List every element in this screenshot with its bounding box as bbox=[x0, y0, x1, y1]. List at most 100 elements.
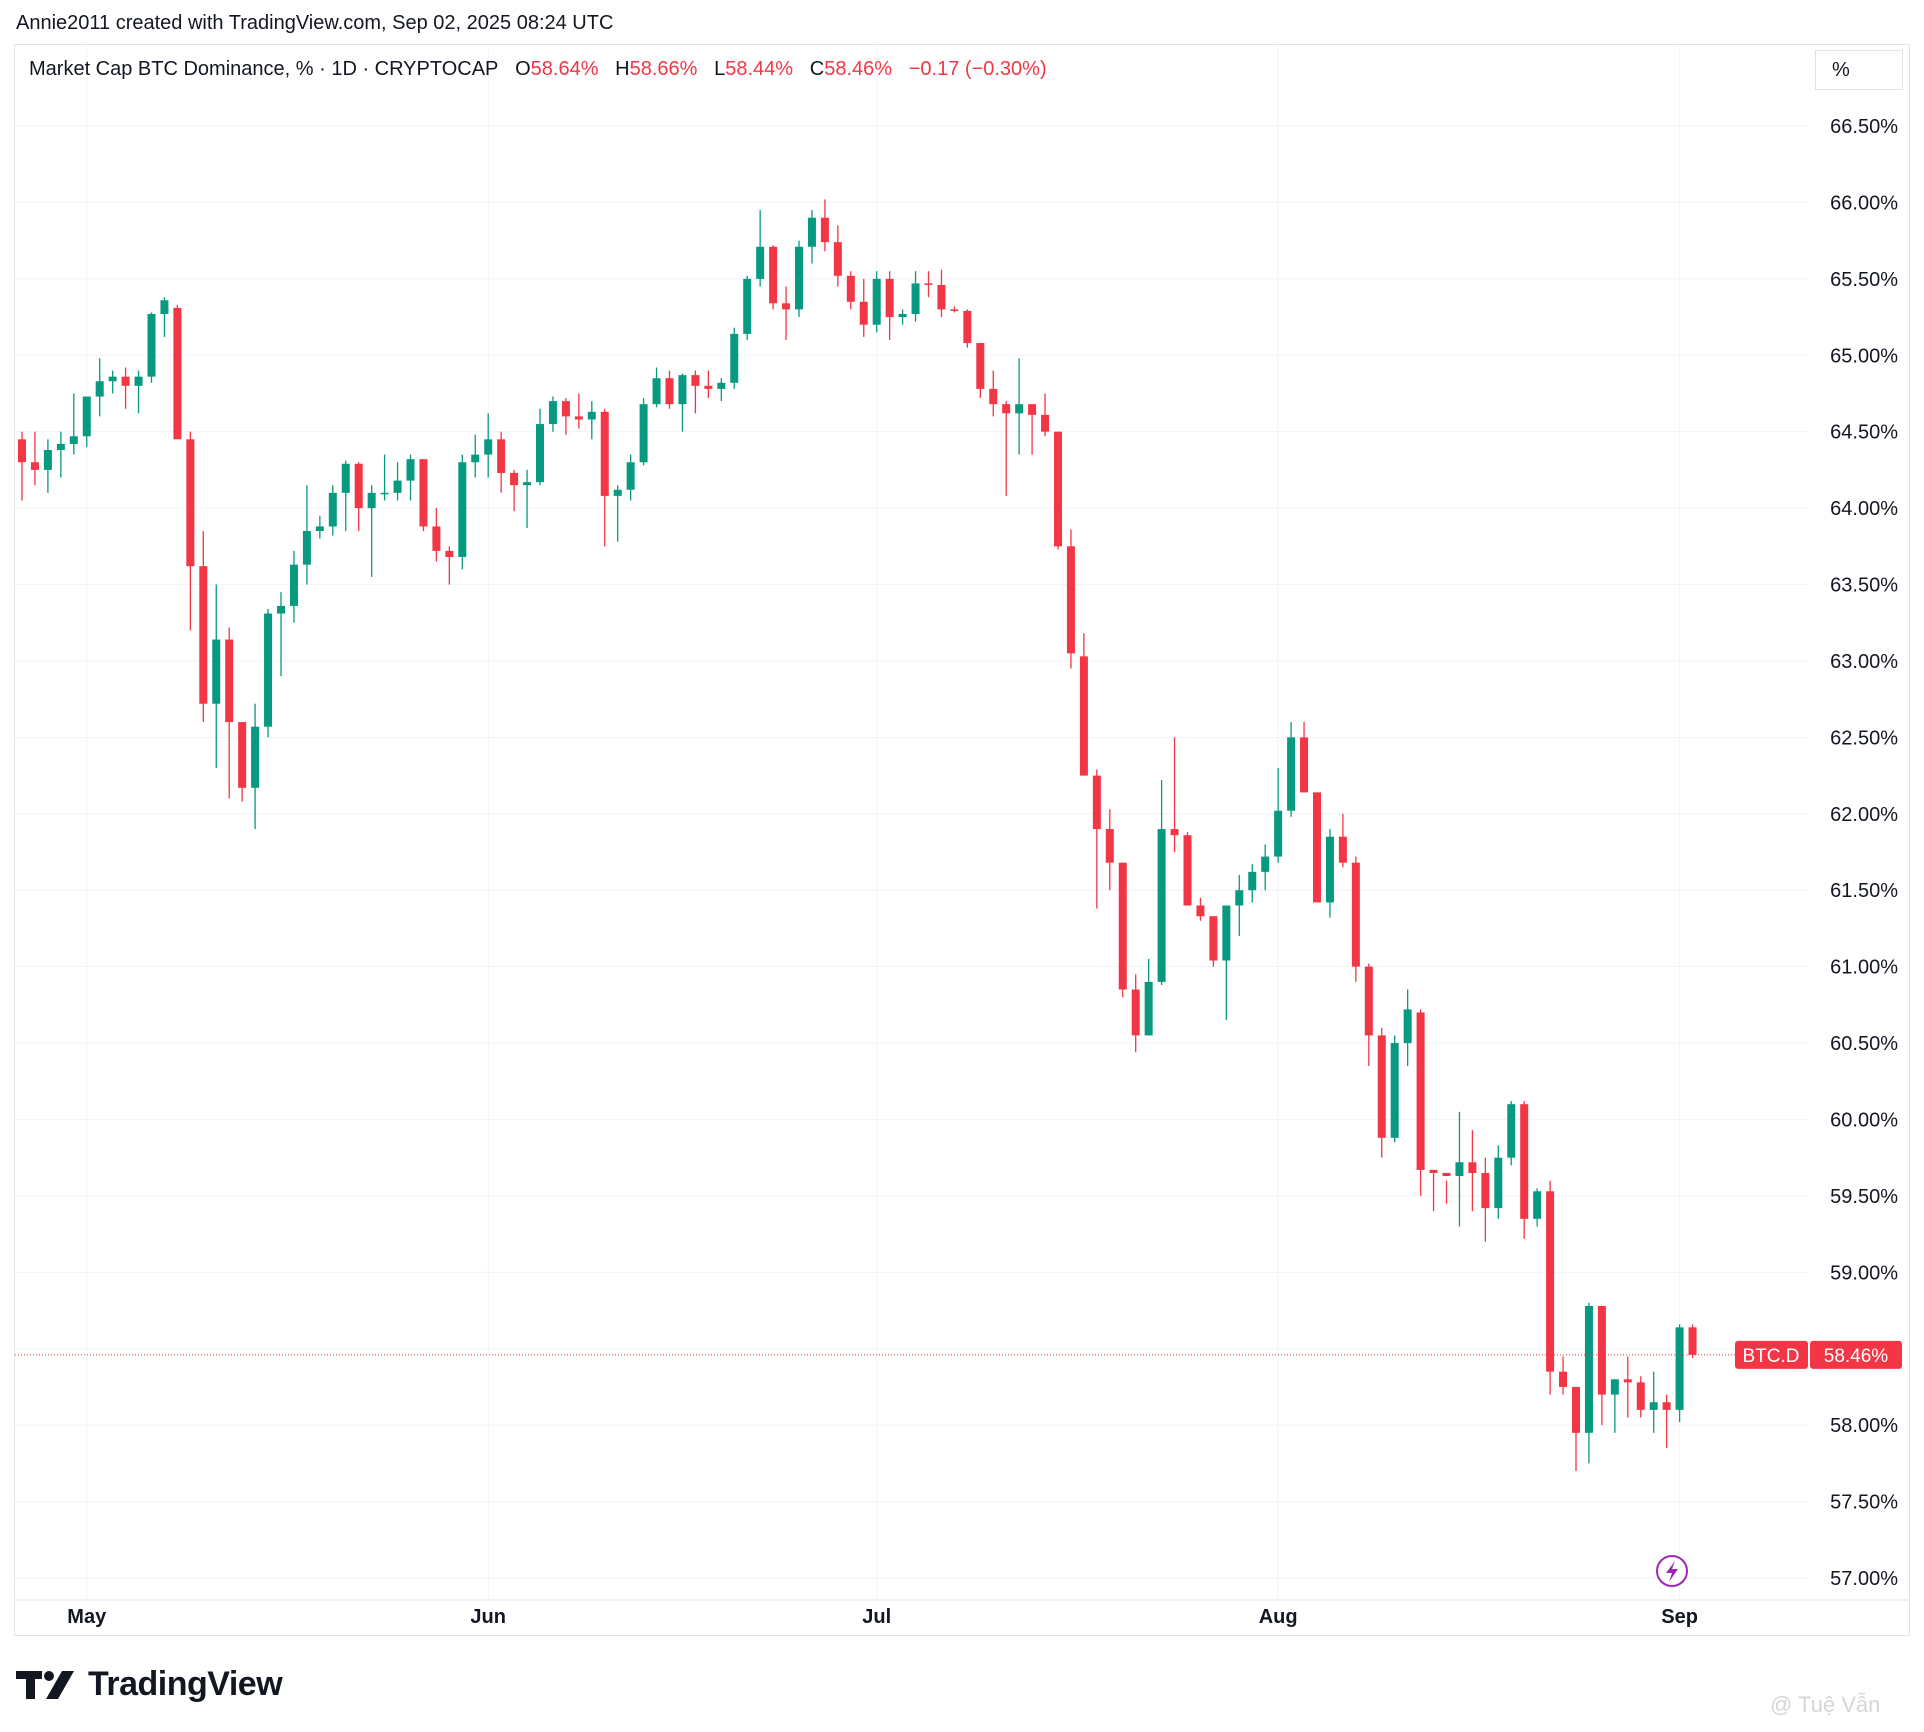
candle-up bbox=[1675, 1324, 1684, 1423]
y-tick-label: 64.00% bbox=[1830, 498, 1898, 520]
candle-body bbox=[717, 382, 726, 389]
candle-body bbox=[1325, 836, 1334, 903]
candle-up bbox=[743, 275, 752, 340]
grid-lines bbox=[15, 44, 1808, 1600]
candle-body bbox=[1649, 1402, 1658, 1410]
candle-down bbox=[30, 431, 39, 486]
candle-body bbox=[432, 526, 441, 551]
candle-down bbox=[963, 309, 972, 348]
candle-up bbox=[251, 703, 260, 830]
change-value: −0.17 (−0.30%) bbox=[908, 58, 1047, 80]
candle-body bbox=[561, 401, 570, 417]
candle-up bbox=[1261, 844, 1270, 891]
candle-up bbox=[380, 454, 389, 501]
candle-body bbox=[1533, 1191, 1542, 1219]
candle-body bbox=[1377, 1035, 1386, 1138]
candle-down bbox=[769, 245, 778, 310]
candle-body bbox=[769, 246, 778, 304]
candle-body bbox=[1416, 1012, 1425, 1170]
candle-up bbox=[1403, 989, 1412, 1066]
candle-body bbox=[458, 462, 467, 558]
candle-body bbox=[1105, 829, 1114, 863]
candle-up bbox=[134, 370, 143, 414]
candle-up bbox=[652, 367, 661, 408]
axis-labels: 57.00%57.50%58.00%58.50%59.00%59.50%60.0… bbox=[15, 116, 1910, 1628]
candle-down bbox=[600, 408, 609, 547]
candle-body bbox=[1520, 1104, 1529, 1219]
lightning-icon[interactable] bbox=[1656, 1555, 1688, 1587]
candle-down bbox=[1429, 1169, 1438, 1212]
candle-body bbox=[1338, 836, 1347, 863]
candle-body bbox=[30, 462, 39, 470]
unit-toggle-button[interactable]: % bbox=[1815, 50, 1903, 90]
candle-down bbox=[1572, 1386, 1580, 1472]
candle-body bbox=[833, 242, 842, 276]
candle-down bbox=[782, 286, 791, 340]
candle-body bbox=[264, 613, 273, 727]
y-tick-label: 65.50% bbox=[1830, 269, 1898, 291]
candle-body bbox=[807, 217, 816, 247]
candle-up bbox=[1157, 780, 1166, 985]
candle-body bbox=[406, 459, 415, 481]
high-label: H bbox=[615, 58, 630, 80]
candle-body bbox=[121, 376, 130, 386]
candle-body bbox=[574, 416, 583, 420]
candle-down bbox=[976, 343, 985, 399]
candle-body bbox=[1468, 1162, 1477, 1173]
candle-body bbox=[56, 443, 65, 451]
candle-down bbox=[173, 304, 182, 440]
y-tick-label: 58.00% bbox=[1830, 1415, 1898, 1437]
candle-body bbox=[626, 462, 635, 490]
candle-body bbox=[43, 450, 52, 470]
candle-body bbox=[510, 472, 519, 486]
tradingview-logo-icon bbox=[16, 1670, 74, 1699]
candle-down bbox=[1338, 813, 1347, 868]
candle-up bbox=[717, 378, 726, 402]
candle-up bbox=[69, 393, 78, 455]
candle-body bbox=[937, 284, 946, 310]
x-tick-label: Sep bbox=[1661, 1606, 1698, 1628]
watermark-text: @ Tuệ Vẫn bbox=[1770, 1692, 1881, 1717]
candle-down bbox=[238, 722, 247, 802]
candle-body bbox=[846, 275, 855, 302]
candle-down bbox=[937, 269, 946, 318]
candle-body bbox=[730, 333, 739, 383]
candle-up bbox=[730, 327, 739, 389]
candle-body bbox=[484, 439, 493, 455]
candle-body bbox=[963, 310, 972, 344]
x-tick-label: Aug bbox=[1259, 1606, 1298, 1628]
candle-down bbox=[1028, 404, 1037, 455]
y-tick-label: 61.50% bbox=[1830, 880, 1898, 902]
candle-body bbox=[380, 492, 389, 495]
candle-body bbox=[445, 550, 454, 558]
tradingview-logo[interactable]: TradingView bbox=[16, 1665, 283, 1704]
symbol-title[interactable]: Market Cap BTC Dominance, % · 1D · CRYPT… bbox=[29, 58, 499, 80]
candle-body bbox=[1066, 546, 1075, 654]
candle-body bbox=[1079, 656, 1088, 776]
candle-up bbox=[1222, 905, 1231, 1021]
y-tick-label: 59.50% bbox=[1830, 1186, 1898, 1208]
candle-body bbox=[1092, 775, 1101, 830]
overlays: BTC.D 58.46% bbox=[15, 1340, 1902, 1587]
candle-up bbox=[212, 584, 221, 768]
low-label: L bbox=[714, 58, 726, 80]
candle-body bbox=[678, 375, 687, 405]
candle-body bbox=[795, 246, 803, 310]
candle-body bbox=[898, 313, 907, 318]
candle-up bbox=[1390, 1035, 1399, 1143]
candle-down bbox=[1416, 1009, 1425, 1196]
candle-down bbox=[1105, 809, 1114, 891]
candle-down bbox=[1092, 769, 1101, 909]
candle-down bbox=[1041, 393, 1050, 437]
candle-up bbox=[341, 460, 350, 532]
candle-body bbox=[225, 639, 234, 723]
candle-up bbox=[1533, 1188, 1542, 1227]
candle-body bbox=[147, 313, 156, 377]
candle-body bbox=[613, 489, 622, 496]
candle-body bbox=[872, 278, 881, 325]
candle-up bbox=[898, 309, 907, 325]
candle-body bbox=[471, 454, 480, 463]
chart-pane[interactable] bbox=[14, 44, 1910, 1636]
candle-up bbox=[1455, 1111, 1464, 1227]
